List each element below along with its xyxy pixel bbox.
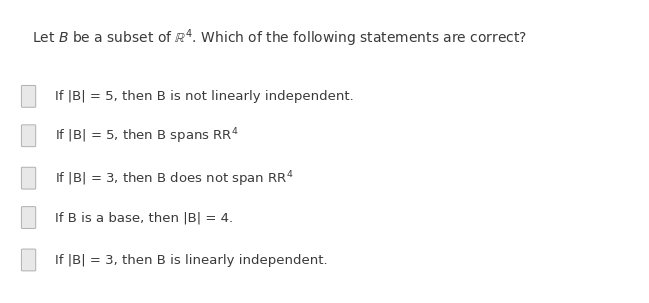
Text: If |B| = 3, then B does not span R$\mathrm{R}^4$: If |B| = 3, then B does not span R$\math… — [55, 169, 293, 188]
FancyBboxPatch shape — [21, 207, 36, 228]
Text: If B is a base, then |B| = 4.: If B is a base, then |B| = 4. — [55, 212, 233, 225]
Text: If |B| = 3, then B is linearly independent.: If |B| = 3, then B is linearly independe… — [55, 254, 328, 267]
Text: If |B| = 5, then B spans R$\mathrm{R}^4$: If |B| = 5, then B spans R$\mathrm{R}^4$ — [55, 127, 239, 146]
FancyBboxPatch shape — [21, 167, 36, 189]
Text: Let $B$ be a subset of $\mathbb{R}^4$. Which of the following statements are cor: Let $B$ be a subset of $\mathbb{R}^4$. W… — [32, 27, 528, 49]
Text: If |B| = 5, then B is not linearly independent.: If |B| = 5, then B is not linearly indep… — [55, 91, 354, 103]
FancyBboxPatch shape — [21, 85, 36, 107]
FancyBboxPatch shape — [21, 249, 36, 271]
FancyBboxPatch shape — [21, 125, 36, 147]
